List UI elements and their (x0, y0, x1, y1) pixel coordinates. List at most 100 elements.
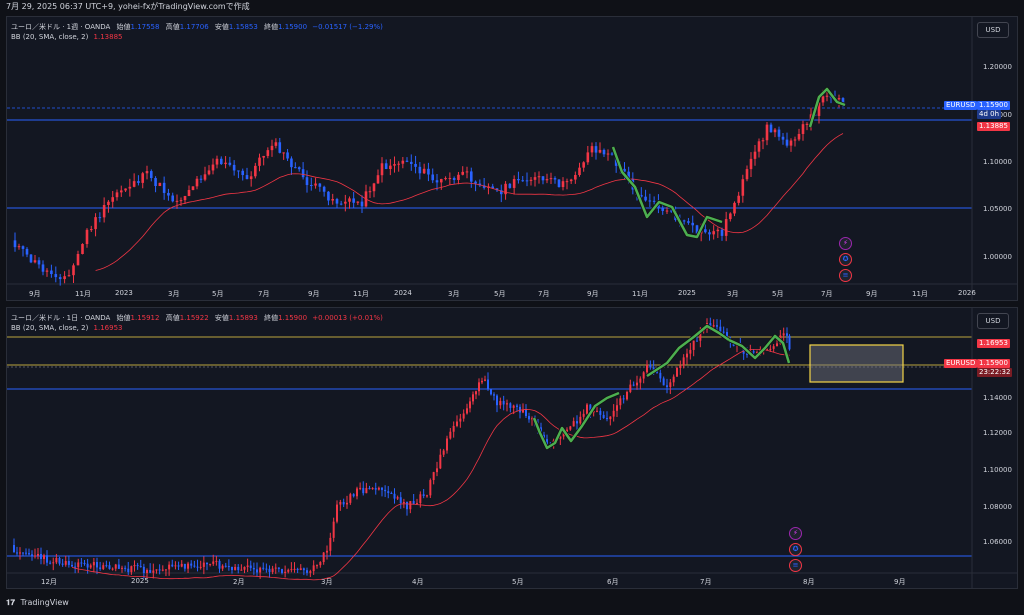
candle-body (709, 323, 712, 327)
high-value: 1.15922 (179, 314, 209, 322)
candle-body (602, 149, 606, 155)
candle-body (99, 567, 102, 569)
candle-body (474, 181, 477, 184)
candle-body (484, 379, 486, 381)
candle-body (29, 254, 33, 263)
candle-body (578, 167, 581, 176)
candle-body (432, 472, 435, 481)
candle-body (793, 139, 797, 141)
candle-body (491, 186, 495, 189)
high-value: 1.17706 (179, 23, 209, 31)
candle-body (691, 222, 695, 226)
candle-body (232, 164, 236, 171)
candle-body (769, 124, 773, 133)
lightning-icon[interactable]: ⚡ (789, 527, 802, 540)
candle-body (769, 348, 772, 350)
candle-body (384, 163, 388, 169)
candle-body (202, 562, 205, 567)
candle-body (274, 142, 278, 146)
candle-body (266, 150, 270, 156)
candle-body (227, 566, 230, 568)
candle-body (782, 333, 785, 336)
candle-body (348, 198, 351, 202)
eu-flag-icon[interactable]: ✪ (839, 253, 852, 266)
candle-body (16, 552, 18, 554)
candle-body (661, 208, 665, 211)
candle-body (209, 563, 212, 565)
candle-body (752, 351, 755, 353)
bb-label: BB (20, SMA, close, 2) (11, 33, 89, 41)
daily-chart-pane[interactable]: ユーロ／米ドル · 1日 · OANDA 始値1.15912 高値1.15922… (6, 307, 1018, 589)
candle-body (133, 565, 136, 567)
lightning-icon[interactable]: ⚡ (839, 237, 852, 250)
currency-button[interactable]: USD (977, 313, 1009, 329)
candle-body (282, 152, 285, 154)
candle-body (19, 552, 21, 554)
candle-body (41, 264, 45, 272)
candle-body (76, 254, 80, 266)
candle-body (594, 146, 598, 153)
candle-body (448, 178, 452, 180)
open-value: 1.17558 (130, 23, 160, 31)
candle-body (268, 568, 271, 573)
candle-body (71, 564, 73, 567)
candle-body (137, 181, 140, 183)
candle-body (149, 569, 152, 573)
candle-body (67, 561, 70, 565)
candle-body (521, 180, 525, 182)
candle-body (152, 570, 155, 573)
candle-body (284, 571, 287, 573)
weekly-chart-pane[interactable]: ユーロ／米ドル · 1週 · OANDA 始値1.17558 高値1.17706… (6, 16, 1018, 301)
candle-body (599, 410, 602, 415)
candle-body (401, 160, 405, 164)
candle-body (211, 164, 215, 171)
candle-body (574, 175, 577, 180)
us-flag-icon[interactable]: ≡ (789, 559, 802, 572)
time-tick: 2025 (678, 289, 696, 297)
candle-body (495, 188, 499, 191)
candle-body (632, 384, 635, 386)
currency-button[interactable]: USD (977, 22, 1009, 38)
candle-body (553, 178, 557, 180)
us-flag-icon[interactable]: ≡ (839, 269, 852, 282)
candle-body (465, 171, 469, 173)
candle-body (639, 194, 643, 197)
candle-body (94, 217, 97, 230)
candle-body (422, 494, 425, 497)
candle-body (224, 162, 227, 165)
candle-body (299, 568, 302, 570)
candle-body (478, 183, 482, 186)
tradingview-footer[interactable]: 𝟏𝟕 TradingView (6, 598, 69, 608)
candle-body (435, 180, 439, 183)
candle-body (623, 168, 626, 172)
candle-body (649, 364, 652, 368)
candle-body (254, 165, 257, 177)
bb-label: BB (20, SMA, close, 2) (11, 324, 89, 332)
time-tick: 5月 (772, 290, 784, 298)
candle-body (399, 497, 402, 504)
eu-flag-icon[interactable]: ✪ (789, 543, 802, 556)
candle-body (422, 168, 426, 174)
candle-body (107, 201, 110, 205)
candle-body (219, 158, 223, 165)
candle-body (627, 171, 630, 180)
candle-body (457, 174, 460, 180)
candle-body (224, 565, 227, 567)
candle-body (368, 191, 372, 193)
candle-body (174, 565, 177, 567)
candle-body (562, 431, 565, 437)
time-tick: 11月 (912, 290, 928, 298)
candle-body (666, 385, 668, 388)
time-tick: 6月 (607, 578, 619, 586)
candle-body (390, 493, 393, 495)
candle-body (781, 136, 785, 140)
time-tick: 9月 (587, 290, 599, 298)
time-tick: 9月 (894, 578, 906, 586)
candle-body (212, 561, 215, 564)
candle-body (785, 139, 789, 146)
candle-body (777, 129, 781, 137)
candle-body (316, 565, 318, 567)
time-tick: 7月 (258, 290, 270, 298)
candle-body (190, 563, 193, 566)
candle-body (719, 326, 722, 332)
